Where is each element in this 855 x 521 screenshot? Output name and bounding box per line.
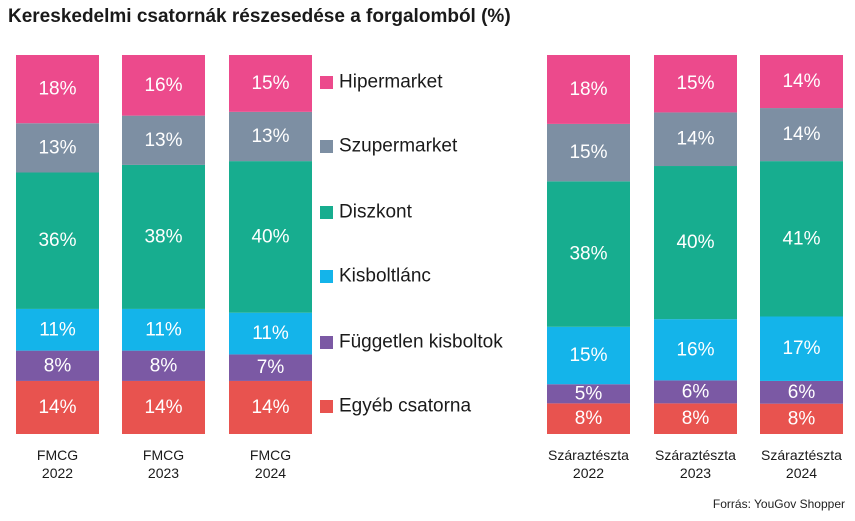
bar-segment-1-4: [122, 115, 205, 165]
bar-segment-5-1: [760, 380, 843, 404]
bar-segment-0-2: [16, 308, 99, 351]
data-label: 18%: [569, 79, 607, 100]
data-label: 11%: [252, 323, 289, 344]
data-label: 8%: [788, 408, 816, 429]
data-label: 14%: [144, 397, 182, 418]
category-label: Száraztészta: [655, 447, 736, 463]
legend-label: Egyéb csatorna: [339, 396, 471, 417]
category-label: 2023: [148, 465, 179, 481]
bar-segment-1-0: [122, 380, 205, 434]
data-label: 11%: [39, 319, 76, 340]
data-label: 16%: [676, 339, 714, 360]
category-label: FMCG: [37, 447, 78, 463]
bar-segment-0-4: [16, 123, 99, 173]
legend-label: Hipermarket: [339, 72, 443, 93]
data-label: 41%: [782, 228, 820, 249]
category-label: 2024: [786, 465, 817, 481]
bar-segment-3-0: [547, 403, 630, 434]
bar-segment-2-4: [229, 111, 312, 162]
data-label: 15%: [676, 73, 714, 94]
data-label: 5%: [575, 383, 603, 404]
bar-segment-2-3: [229, 161, 312, 313]
category-label: Száraztészta: [548, 447, 629, 463]
bar-segment-0-0: [16, 380, 99, 434]
data-label: 8%: [150, 355, 178, 376]
data-label: 15%: [569, 345, 607, 366]
legend-swatch: [320, 400, 333, 413]
legend-label: Független kisboltok: [339, 332, 503, 353]
bar-segment-3-4: [547, 123, 630, 182]
category-label: 2024: [255, 465, 286, 481]
data-label: 6%: [682, 381, 710, 402]
bar-segment-2-5: [229, 55, 312, 112]
bar-segment-5-0: [760, 403, 843, 434]
bar-segment-5-5: [760, 55, 843, 109]
legend-swatch: [320, 76, 333, 89]
bar-segment-1-3: [122, 164, 205, 309]
data-label: 17%: [782, 338, 820, 359]
data-label: 13%: [144, 130, 182, 151]
bar-segment-3-3: [547, 181, 630, 327]
category-label: Száraztészta: [761, 447, 842, 463]
category-label: FMCG: [143, 447, 184, 463]
data-label: 14%: [782, 71, 820, 92]
data-label: 13%: [38, 137, 76, 158]
data-label: 40%: [676, 232, 714, 253]
data-label: 8%: [575, 408, 603, 429]
category-label: 2022: [573, 465, 604, 481]
category-label: FMCG: [250, 447, 291, 463]
legend-label: Diszkont: [339, 202, 413, 223]
legend-swatch: [320, 270, 333, 283]
data-label: 36%: [38, 230, 76, 251]
bar-segment-0-1: [16, 350, 99, 381]
bar-segment-3-2: [547, 326, 630, 385]
bar-segment-2-1: [229, 354, 312, 381]
category-label: 2023: [680, 465, 711, 481]
legend-swatch: [320, 206, 333, 219]
data-label: 15%: [251, 73, 289, 94]
data-label: 16%: [144, 75, 182, 96]
category-label: 2022: [42, 465, 73, 481]
bar-segment-4-4: [654, 112, 737, 167]
bar-segment-2-2: [229, 312, 312, 355]
data-label: 38%: [144, 226, 182, 247]
legend-swatch: [320, 336, 333, 349]
bar-segment-5-3: [760, 161, 843, 317]
data-label: 8%: [44, 355, 72, 376]
data-label: 38%: [569, 244, 607, 265]
data-label: 6%: [788, 382, 816, 403]
data-label: 40%: [251, 226, 289, 247]
source-note: Forrás: YouGov Shopper: [712, 497, 845, 511]
bar-segment-1-1: [122, 350, 205, 381]
bar-segment-2-0: [229, 380, 312, 434]
bar-segment-4-5: [654, 55, 737, 113]
data-label: 11%: [145, 319, 182, 340]
legend-label: Szupermarket: [339, 136, 458, 157]
bar-segment-1-2: [122, 308, 205, 351]
bar-segment-4-1: [654, 380, 737, 404]
data-label: 14%: [251, 397, 289, 418]
data-label: 14%: [782, 124, 820, 145]
data-label: 8%: [682, 408, 710, 429]
bar-segment-4-0: [654, 403, 737, 434]
data-label: 14%: [38, 397, 76, 418]
bar-segment-5-2: [760, 316, 843, 381]
bar-segment-0-5: [16, 55, 99, 124]
bar-segment-3-1: [547, 384, 630, 404]
legend-label: Kisboltlánc: [339, 266, 431, 287]
legend-swatch: [320, 140, 333, 153]
chart-title: Kereskedelmi csatornák részesedése a for…: [8, 6, 511, 27]
bar-segment-1-5: [122, 55, 205, 116]
data-label: 7%: [257, 357, 285, 378]
data-label: 14%: [676, 129, 714, 150]
bar-segment-5-4: [760, 108, 843, 162]
data-label: 18%: [38, 79, 76, 100]
bar-segment-4-2: [654, 319, 737, 381]
bar-segment-3-5: [547, 55, 630, 124]
bar-segment-0-3: [16, 172, 99, 309]
data-label: 13%: [251, 126, 289, 147]
data-label: 15%: [569, 142, 607, 163]
bar-segment-4-3: [654, 166, 737, 320]
